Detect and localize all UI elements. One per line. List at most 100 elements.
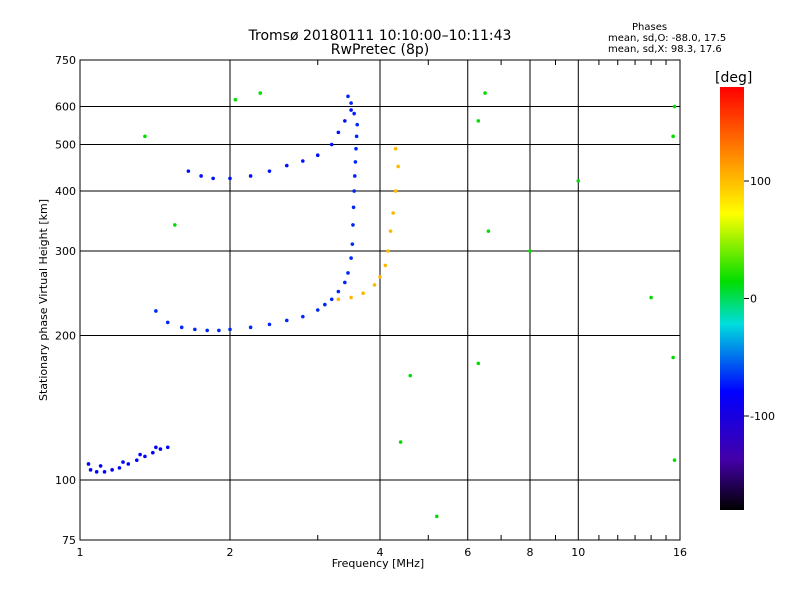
y-tick-label: 75 [62, 534, 76, 547]
data-point [386, 249, 390, 253]
x-tick-label: 6 [464, 546, 471, 559]
data-point [383, 263, 388, 268]
data-point [121, 460, 125, 464]
data-point [352, 189, 356, 193]
data-point [352, 111, 356, 116]
data-point [346, 271, 350, 275]
data-point [352, 174, 357, 178]
data-point [193, 327, 197, 332]
data-point [217, 328, 221, 333]
data-point [354, 134, 359, 139]
data-point [354, 146, 358, 151]
data-point [154, 445, 158, 450]
data-point [138, 452, 142, 457]
data-point [576, 179, 581, 183]
data-point [336, 297, 341, 302]
data-point [671, 355, 675, 360]
data-point [165, 445, 170, 450]
plot-frame [79, 59, 681, 541]
data-point [110, 468, 114, 472]
phases-stats-title: Phases [632, 22, 668, 33]
data-point [233, 97, 238, 102]
data-point [126, 462, 131, 466]
data-point [343, 119, 347, 123]
data-point [88, 468, 93, 472]
data-point [393, 146, 398, 151]
data-point [151, 450, 155, 455]
data-point [329, 142, 334, 147]
data-point [349, 108, 353, 112]
data-point [350, 242, 355, 246]
data-point [483, 91, 487, 95]
data-point [94, 470, 99, 474]
data-point [476, 119, 481, 123]
data-points [86, 91, 677, 519]
data-point [378, 275, 382, 279]
data-point [102, 470, 107, 474]
data-point [388, 229, 393, 233]
data-point [211, 176, 215, 181]
data-point [134, 458, 139, 462]
x-tick-label: 1 [77, 546, 84, 559]
data-point [186, 169, 191, 173]
data-point [258, 91, 263, 95]
y-tick-label: 300 [55, 245, 76, 258]
data-point [98, 464, 103, 468]
colorbar-tick-label: 100 [750, 175, 771, 188]
grid-lines [79, 59, 681, 541]
data-point [476, 361, 481, 366]
data-point [349, 295, 353, 300]
x-tick-label: 10 [571, 546, 585, 559]
data-point [284, 163, 289, 168]
y-tick-label: 100 [55, 474, 76, 487]
data-point [267, 169, 272, 173]
x-tick-label: 16 [673, 546, 687, 559]
data-point [315, 308, 320, 312]
data-point [486, 229, 491, 233]
data-point [323, 302, 327, 307]
data-point [346, 94, 350, 99]
data-point [349, 101, 353, 105]
data-point [361, 291, 365, 296]
y-tick-label: 750 [55, 54, 76, 67]
data-point [671, 134, 675, 139]
data-point [301, 314, 305, 319]
data-point [391, 211, 395, 215]
data-point [351, 223, 355, 227]
colorbar-title: [deg] [715, 70, 753, 86]
data-point [351, 205, 356, 210]
data-point [329, 297, 334, 302]
data-point [205, 328, 209, 333]
data-point [284, 318, 289, 323]
data-point [372, 283, 377, 287]
data-point [355, 122, 359, 127]
x-axis-label: Frequency [MHz] [332, 557, 424, 570]
data-point [165, 320, 170, 325]
y-tick-label: 400 [55, 185, 76, 198]
data-point [336, 130, 341, 135]
x-tick-label: 8 [527, 546, 534, 559]
phases-stats-x: mean, sd,X: 98.3, 17.6 [608, 44, 722, 55]
y-tick-label: 200 [55, 330, 76, 343]
data-point [396, 164, 400, 169]
y-tick-label: 600 [55, 101, 76, 114]
data-point [143, 134, 147, 139]
colorbar-ticks: 100 0 -100 [744, 175, 775, 423]
data-point [315, 153, 320, 158]
data-point [393, 189, 398, 193]
data-point [228, 327, 232, 332]
data-point [154, 309, 158, 313]
data-point [672, 458, 677, 462]
data-point [672, 104, 677, 109]
data-point [301, 159, 305, 163]
data-point [349, 256, 353, 260]
data-point [434, 514, 439, 519]
data-point [353, 160, 358, 164]
x-tick-label: 4 [377, 546, 384, 559]
data-point [398, 440, 403, 444]
colorbar [720, 87, 744, 510]
data-point [173, 223, 177, 227]
y-axis-label: Stationary phase Virtual Height [km] [37, 199, 50, 401]
phases-stats-o: mean, sd,O: -88.0, 17.5 [608, 33, 727, 44]
